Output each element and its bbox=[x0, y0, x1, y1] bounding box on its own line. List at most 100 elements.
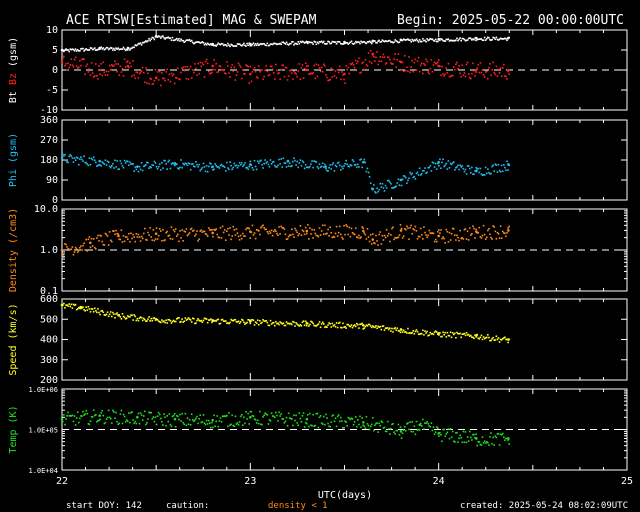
data-dot bbox=[358, 57, 360, 60]
x-tick-label: 22 bbox=[56, 476, 68, 487]
data-dot bbox=[68, 303, 70, 305]
data-dot bbox=[477, 440, 480, 443]
data-dot bbox=[464, 431, 467, 433]
data-dot bbox=[378, 422, 380, 425]
data-point bbox=[173, 417, 177, 421]
data-dot bbox=[198, 41, 200, 44]
data-dot bbox=[64, 243, 66, 245]
data-dot bbox=[462, 238, 465, 240]
data-dot bbox=[441, 237, 443, 240]
data-dot bbox=[356, 62, 358, 65]
data-dot bbox=[408, 177, 410, 180]
data-dot bbox=[183, 163, 186, 166]
data-dot bbox=[367, 171, 370, 174]
data-dot bbox=[464, 75, 467, 78]
data-dot bbox=[92, 156, 95, 159]
data-dot bbox=[139, 316, 142, 318]
data-dot bbox=[342, 167, 344, 170]
data-dot bbox=[362, 41, 365, 43]
data-dot bbox=[371, 417, 374, 419]
data-dot bbox=[203, 422, 206, 424]
data-dot bbox=[277, 322, 279, 325]
data-dot bbox=[89, 74, 92, 76]
data-dot bbox=[135, 422, 138, 425]
data-dot bbox=[111, 47, 113, 49]
data-dot bbox=[268, 324, 271, 327]
data-dot bbox=[460, 436, 463, 439]
data-dot bbox=[383, 234, 386, 237]
data-dot bbox=[293, 43, 295, 46]
data-dot bbox=[236, 43, 239, 45]
data-dot bbox=[503, 232, 505, 234]
data-point bbox=[249, 72, 252, 76]
data-dot bbox=[319, 415, 322, 417]
data-dot bbox=[74, 159, 77, 161]
data-dot bbox=[456, 431, 458, 434]
data-point bbox=[399, 328, 403, 331]
data-dot bbox=[478, 38, 481, 40]
data-dot bbox=[149, 165, 151, 168]
data-dot bbox=[243, 163, 245, 166]
data-dot bbox=[271, 43, 274, 46]
data-dot bbox=[332, 414, 335, 416]
data-dot bbox=[66, 49, 68, 51]
data-point bbox=[154, 317, 158, 321]
data-dot bbox=[363, 158, 366, 161]
data-dot bbox=[326, 76, 328, 79]
data-dot bbox=[485, 336, 488, 339]
data-dot bbox=[460, 336, 463, 339]
data-dot bbox=[71, 64, 74, 66]
data-dot bbox=[505, 338, 507, 341]
data-dot bbox=[107, 244, 110, 246]
data-dot bbox=[298, 42, 301, 45]
data-dot bbox=[172, 319, 175, 322]
data-dot bbox=[434, 162, 437, 165]
data-dot bbox=[118, 168, 121, 170]
data-dot bbox=[187, 162, 190, 164]
data-dot bbox=[109, 311, 112, 313]
data-dot bbox=[70, 415, 73, 417]
data-dot bbox=[196, 415, 198, 418]
data-dot bbox=[227, 65, 229, 67]
data-dot bbox=[145, 40, 147, 42]
data-dot bbox=[238, 161, 241, 164]
data-dot bbox=[188, 68, 191, 70]
data-dot bbox=[346, 163, 349, 166]
data-dot bbox=[347, 323, 350, 326]
data-dot bbox=[345, 421, 347, 423]
data-dot bbox=[462, 37, 465, 40]
data-dot bbox=[457, 68, 459, 70]
data-dot bbox=[97, 48, 99, 51]
data-dot bbox=[300, 41, 303, 44]
data-dot bbox=[413, 228, 416, 231]
data-dot bbox=[171, 162, 174, 164]
data-dot bbox=[294, 325, 296, 327]
data-dot bbox=[476, 232, 478, 234]
data-dot bbox=[285, 321, 288, 323]
data-dot bbox=[415, 230, 418, 232]
data-dot bbox=[451, 430, 454, 433]
data-dot bbox=[91, 308, 94, 310]
data-dot bbox=[147, 318, 149, 320]
data-dot bbox=[322, 323, 325, 325]
data-dot bbox=[307, 166, 309, 169]
data-dot bbox=[271, 68, 274, 70]
data-point bbox=[211, 231, 214, 235]
data-dot bbox=[191, 317, 194, 320]
data-dot bbox=[207, 165, 210, 168]
data-dot bbox=[484, 71, 487, 73]
data-dot bbox=[466, 334, 469, 336]
data-dot bbox=[161, 162, 163, 164]
data-dot bbox=[254, 165, 257, 168]
data-dot bbox=[150, 236, 153, 238]
data-dot bbox=[92, 409, 95, 412]
data-dot bbox=[108, 64, 111, 67]
data-dot bbox=[231, 64, 233, 66]
x-tick-label: 23 bbox=[244, 476, 256, 487]
data-dot bbox=[430, 38, 433, 41]
data-dot bbox=[428, 166, 431, 169]
data-dot bbox=[301, 321, 304, 323]
data-dot bbox=[442, 39, 444, 42]
data-dot bbox=[330, 168, 333, 170]
data-dot bbox=[390, 183, 392, 185]
